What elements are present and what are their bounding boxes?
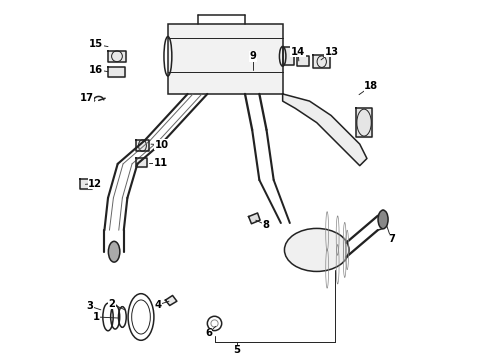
Polygon shape [108,67,125,77]
Text: 14: 14 [291,46,305,57]
Text: 1: 1 [93,312,100,322]
Text: 18: 18 [364,81,378,91]
Text: 12: 12 [88,179,102,189]
Polygon shape [136,158,147,167]
Text: 13: 13 [325,46,339,57]
Text: 5: 5 [234,345,241,355]
Text: 10: 10 [155,140,169,150]
Polygon shape [136,140,149,151]
Text: 7: 7 [388,234,395,244]
Ellipse shape [108,241,120,262]
Polygon shape [356,108,372,137]
Text: 6: 6 [205,328,212,338]
Polygon shape [313,55,330,68]
Polygon shape [297,56,309,66]
Ellipse shape [285,228,349,271]
Polygon shape [283,47,294,65]
FancyBboxPatch shape [168,24,283,94]
Polygon shape [283,94,367,166]
Text: 4: 4 [155,300,162,310]
Text: 11: 11 [153,158,168,168]
Text: 17: 17 [79,93,94,103]
Text: 2: 2 [108,299,115,309]
Text: 15: 15 [89,40,103,49]
Polygon shape [80,179,92,189]
Text: 8: 8 [262,220,270,230]
Polygon shape [248,213,260,224]
Text: 9: 9 [249,51,256,61]
Text: 16: 16 [89,64,103,75]
Polygon shape [166,296,177,306]
Text: 3: 3 [87,301,94,311]
Ellipse shape [378,210,388,229]
Polygon shape [108,51,126,62]
